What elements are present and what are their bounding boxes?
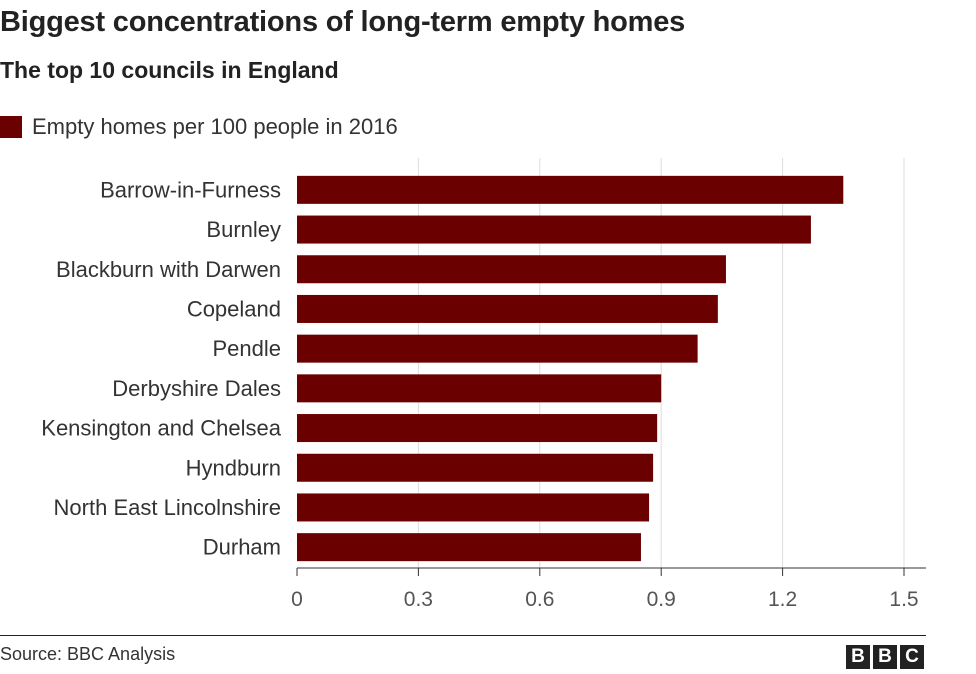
source-note: Source: BBC Analysis — [0, 644, 176, 664]
x-tick-label: 0.3 — [404, 588, 433, 611]
x-tick-label: 1.2 — [768, 588, 797, 611]
bbc-logo: B B C — [846, 645, 924, 669]
bbc-logo-letter: B — [873, 645, 897, 669]
bar — [297, 414, 658, 443]
category-label: Hyndburn — [186, 455, 281, 480]
bar — [297, 374, 662, 403]
category-label: Barrow-in-Furness — [100, 177, 281, 202]
bbc-logo-letter: B — [846, 645, 870, 669]
category-label: Kensington and Chelsea — [41, 416, 281, 441]
chart-subtitle: The top 10 councils in England — [0, 57, 339, 83]
category-label: Copeland — [187, 296, 281, 321]
bar — [297, 334, 698, 363]
bar — [297, 533, 641, 562]
category-label: Durham — [203, 535, 281, 560]
category-label: Pendle — [212, 336, 281, 361]
bar — [297, 215, 811, 244]
x-tick-label: 0.9 — [647, 588, 676, 611]
legend: Empty homes per 100 people in 2016 — [0, 114, 398, 140]
chart-title: Biggest concentrations of long-term empt… — [0, 6, 686, 38]
bar — [297, 453, 654, 482]
x-tick-label: 0 — [291, 588, 303, 611]
bar — [297, 175, 844, 204]
legend-label: Empty homes per 100 people in 2016 — [32, 114, 398, 139]
legend-swatch — [0, 116, 22, 138]
x-tick-label: 1.5 — [889, 588, 918, 611]
category-label: Blackburn with Darwen — [56, 257, 281, 282]
category-label: North East Lincolnshire — [54, 495, 281, 520]
category-label: Burnley — [206, 217, 281, 242]
bar — [297, 294, 718, 323]
bar — [297, 255, 726, 284]
bbc-logo-letter: C — [900, 645, 924, 669]
bar — [297, 493, 650, 522]
x-tick-label: 0.6 — [525, 588, 554, 611]
category-label: Derbyshire Dales — [112, 376, 281, 401]
footer-divider — [0, 635, 926, 636]
